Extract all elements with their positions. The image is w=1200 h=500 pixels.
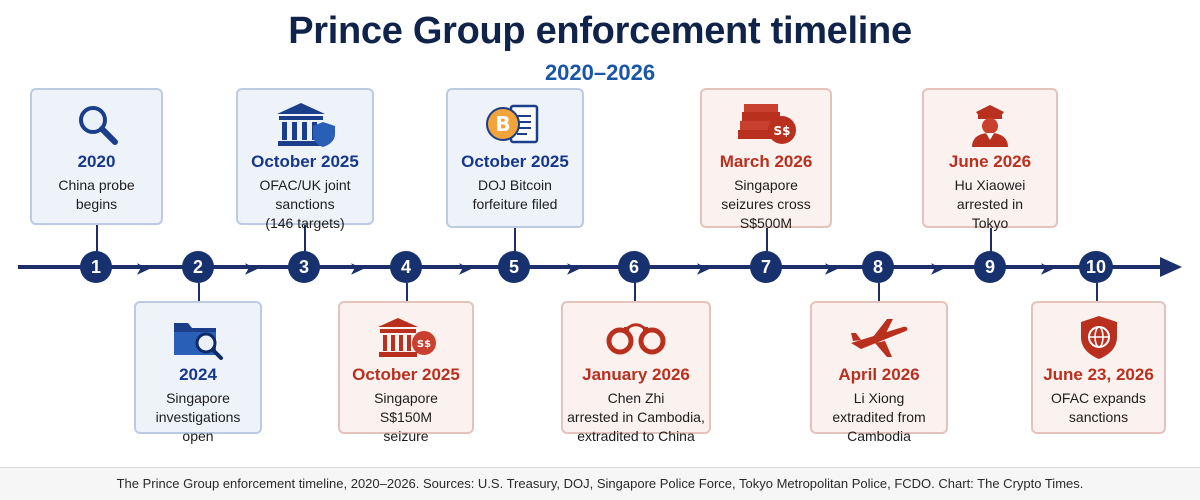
chevron-right-icon: ➤ [930,259,943,279]
airplane-icon [812,313,946,361]
timeline-node-6: 6 [618,251,650,283]
event-description: Hu Xiaowei arrested in Tokyo [924,176,1056,233]
event-card-10: June 23, 2026 OFAC expands sanctions [1031,301,1166,434]
magnifier-icon [32,100,161,148]
event-description: Singapore investigations open [136,389,260,446]
page-title: Prince Group enforcement timeline [0,10,1200,53]
chevron-right-icon: ➤ [824,259,837,279]
event-date: January 2026 [563,365,709,385]
event-description: OFAC expands sanctions [1033,389,1164,427]
svg-text:S$: S$ [417,339,431,350]
connector-4 [406,283,408,301]
event-description: Li Xiong extradited from Cambodia [812,389,946,446]
timeline-node-4: 4 [390,251,422,283]
svg-text:B: B [495,112,510,136]
timeline-node-8: 8 [862,251,894,283]
source-footer: The Prince Group enforcement timeline, 2… [0,467,1200,500]
event-card-7: S$ March 2026 Singapore seizures cross S… [700,88,832,228]
timeline-node-3: 3 [288,251,320,283]
event-date: June 23, 2026 [1033,365,1164,385]
event-card-5: B October 2025 DOJ Bitcoin forfeiture fi… [446,88,584,228]
event-date: March 2026 [702,152,830,172]
connector-6 [634,283,636,301]
handcuffs-icon [563,313,709,361]
event-description: OFAC/UK joint sanctions (146 targets) [238,176,372,233]
event-card-6: January 2026 Chen Zhi arrested in Cambod… [561,301,711,434]
event-date: 2020 [32,152,161,172]
event-description: Singapore S$150M seizure [340,389,472,446]
event-date: October 2025 [340,365,472,385]
bitcoin-document-icon: B [448,100,582,148]
timeline-node-10: 10 [1079,251,1113,283]
bank-money-icon: S$ [340,313,472,361]
connector-10 [1096,283,1098,301]
bank-shield-icon [238,100,372,148]
page-subtitle: 2020–2026 [0,60,1200,86]
timeline-node-5: 5 [498,251,530,283]
timeline-node-7: 7 [750,251,782,283]
chevron-right-icon: ➤ [1040,259,1053,279]
event-card-8: April 2026 Li Xiong extradited from Camb… [810,301,948,434]
timeline-node-9: 9 [974,251,1006,283]
timeline-node-2: 2 [182,251,214,283]
chevron-right-icon: ➤ [458,259,471,279]
event-description: China probe begins [32,176,161,214]
event-card-2: 2024 Singapore investigations open [134,301,262,434]
event-description: DOJ Bitcoin forfeiture filed [448,176,582,214]
chevron-right-icon: ➤ [350,259,363,279]
folder-search-icon [136,313,260,361]
event-card-1: 2020 China probe begins [30,88,163,225]
chevron-right-icon: ➤ [566,259,579,279]
event-description: Singapore seizures cross S$500M [702,176,830,233]
event-date: April 2026 [812,365,946,385]
event-card-3: October 2025 OFAC/UK joint sanctions (14… [236,88,374,225]
event-date: June 2026 [924,152,1056,172]
connector-8 [878,283,880,301]
connector-2 [198,283,200,301]
svg-text:S$: S$ [774,124,791,138]
event-card-9: June 2026 Hu Xiaowei arrested in Tokyo [922,88,1058,228]
chevron-right-icon: ➤ [136,259,149,279]
chevron-right-icon: ➤ [244,259,257,279]
event-date: 2024 [136,365,260,385]
police-officer-icon [924,100,1056,148]
event-date: October 2025 [238,152,372,172]
chevron-right-icon: ➤ [696,259,709,279]
cash-stack-icon: S$ [702,100,830,148]
timeline-node-1: 1 [80,251,112,283]
globe-shield-icon [1033,313,1164,361]
event-card-4: S$ October 2025 Singapore S$150M seizure [338,301,474,434]
event-description: Chen Zhi arrested in Cambodia, extradite… [563,389,709,446]
timeline-arrowhead [1160,257,1182,277]
event-date: October 2025 [448,152,582,172]
